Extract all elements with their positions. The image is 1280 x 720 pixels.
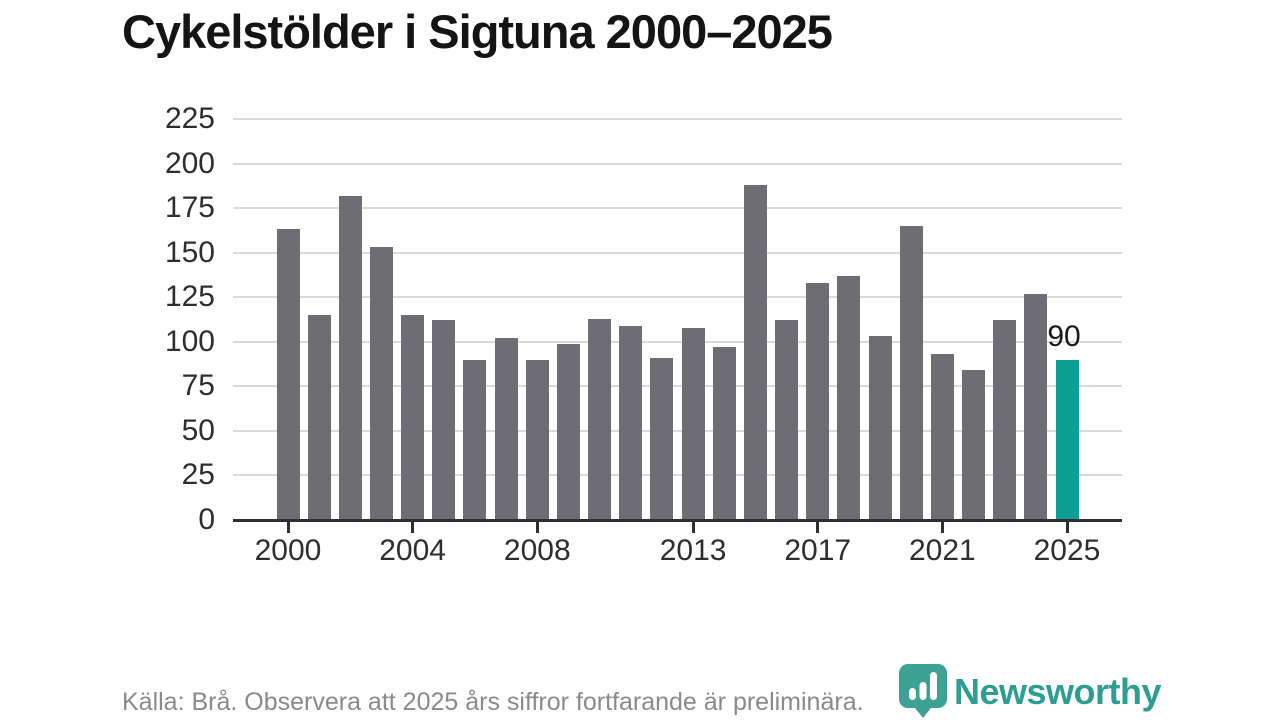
- x-tick-label-2000: 2000: [254, 534, 322, 567]
- bar-2022: [962, 370, 986, 520]
- gridline-25: [233, 474, 1122, 477]
- x-tick-label-2025: 2025: [1033, 534, 1101, 567]
- bar-2019: [868, 336, 892, 520]
- gridline-100: [233, 340, 1122, 343]
- bar-2005: [432, 320, 456, 520]
- bar-2017: [806, 282, 830, 520]
- x-tick-label-2004: 2004: [379, 534, 446, 567]
- bar-2011: [619, 325, 643, 520]
- bar-2025: [1055, 359, 1079, 520]
- bar-2012: [650, 357, 674, 520]
- y-tick-label-0: 0: [198, 503, 215, 536]
- bar-2007: [494, 338, 518, 520]
- chart-title: Cykelstölder i Sigtuna 2000–2025: [122, 5, 833, 58]
- x-axis-line: [233, 518, 1122, 522]
- x-tick-2013: [691, 520, 695, 533]
- x-tick-label-2017: 2017: [784, 534, 852, 567]
- x-tick-2004: [411, 520, 415, 533]
- x-tick-label-2013: 2013: [659, 534, 727, 567]
- gridline-200: [233, 162, 1122, 165]
- highlight-value-label: 90: [1047, 319, 1081, 353]
- y-tick-label-100: 100: [164, 324, 215, 358]
- x-tick-label-2021: 2021: [908, 534, 976, 567]
- gridline-50: [233, 429, 1122, 432]
- bar-2024: [1024, 293, 1048, 520]
- gridline-125: [233, 296, 1122, 299]
- gridline-175: [233, 207, 1122, 210]
- x-tick-2008: [535, 520, 539, 533]
- bar-2023: [993, 320, 1017, 520]
- y-tick-label-25: 25: [181, 458, 215, 492]
- bar-2009: [556, 343, 580, 520]
- x-tick-2000: [286, 520, 290, 533]
- bar-2016: [775, 320, 799, 520]
- gridline-75: [233, 385, 1122, 388]
- bar-2010: [588, 318, 612, 520]
- brand-name: Newsworthy: [954, 671, 1162, 712]
- bar-2018: [837, 275, 861, 520]
- bar-2020: [899, 225, 923, 520]
- source-note: Källa: Brå. Observera att 2025 års siffr…: [122, 688, 864, 716]
- y-tick-label-125: 125: [164, 280, 215, 314]
- bar-2021: [930, 354, 954, 520]
- y-tick-label-200: 200: [164, 146, 215, 180]
- y-tick-label-75: 75: [181, 369, 215, 403]
- x-tick-2017: [816, 520, 820, 533]
- x-tick-label-2008: 2008: [503, 534, 571, 567]
- y-tick-label-175: 175: [164, 191, 215, 225]
- y-tick-label-50: 50: [181, 413, 215, 447]
- newsworthy-brand: Newsworthy: [898, 663, 1162, 719]
- bar-2001: [307, 315, 331, 520]
- newsworthy-logo-icon: [899, 664, 947, 718]
- bar-2014: [712, 347, 736, 520]
- bar-2008: [525, 359, 549, 520]
- bar-2004: [401, 315, 425, 520]
- bar-2002: [338, 195, 362, 520]
- x-tick-2025: [1065, 520, 1069, 533]
- bar-2013: [681, 327, 705, 520]
- bar-2015: [743, 184, 767, 520]
- bar-2003: [369, 247, 393, 520]
- y-tick-label-150: 150: [164, 235, 215, 269]
- bar-2000: [276, 229, 300, 520]
- gridline-225: [233, 118, 1122, 120]
- x-tick-2021: [940, 520, 944, 533]
- gridline-150: [233, 251, 1122, 254]
- bar-2006: [463, 359, 487, 520]
- y-tick-label-225: 225: [164, 102, 215, 135]
